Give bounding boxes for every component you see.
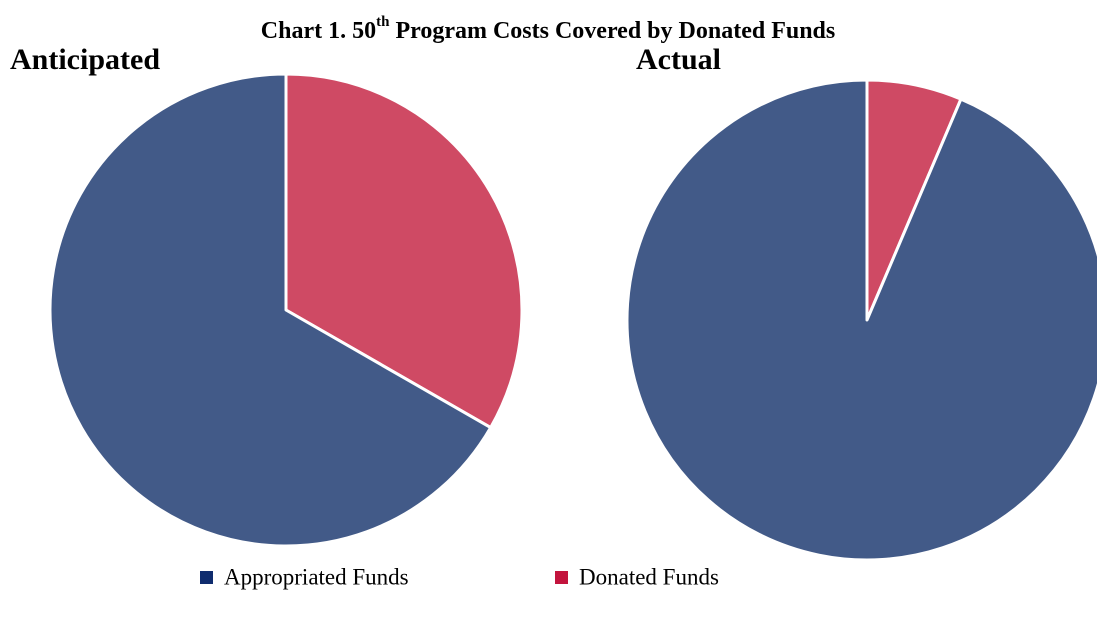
pie-slice — [284, 72, 524, 430]
pie-title: Anticipated — [10, 43, 160, 76]
title-part: Chart 1. 50 — [261, 18, 376, 44]
chart-title: Chart 1. 50th Program Costs Covered by Do… — [261, 14, 835, 43]
pie-slice — [625, 78, 1097, 562]
title-part: Program Costs Covered by Donated Funds — [395, 18, 835, 44]
pie-slice — [48, 72, 493, 548]
legend-label: Appropriated Funds — [224, 564, 409, 589]
legend-swatch — [200, 571, 213, 584]
title-superscript: th — [376, 14, 390, 30]
legend-label: Donated Funds — [579, 564, 719, 589]
pie-title: Actual — [636, 43, 721, 76]
legend-swatch — [555, 571, 568, 584]
